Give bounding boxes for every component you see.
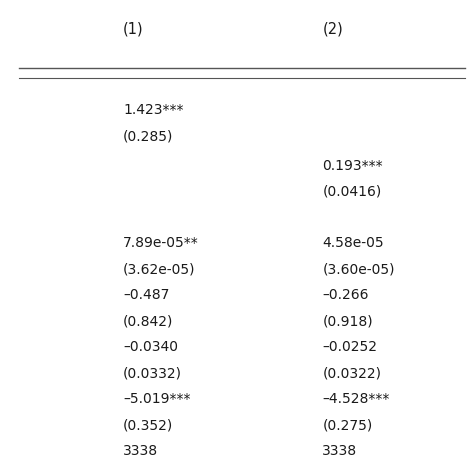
Text: –4.528***: –4.528***: [322, 392, 390, 406]
Text: –5.019***: –5.019***: [123, 392, 191, 406]
Text: (3.62e-05): (3.62e-05): [123, 263, 196, 276]
Text: (1): (1): [123, 22, 144, 36]
Text: (0.285): (0.285): [123, 129, 173, 143]
Text: 4.58e-05: 4.58e-05: [322, 237, 384, 250]
Text: –0.0340: –0.0340: [123, 340, 178, 355]
Text: 1.423***: 1.423***: [123, 103, 184, 118]
Text: –0.0252: –0.0252: [322, 340, 377, 355]
Text: (0.275): (0.275): [322, 418, 373, 432]
Text: (0.0416): (0.0416): [322, 184, 382, 199]
Text: (2): (2): [322, 22, 343, 36]
Text: 7.89e-05**: 7.89e-05**: [123, 237, 199, 250]
Text: 3338: 3338: [322, 444, 357, 458]
Text: –0.266: –0.266: [322, 289, 369, 302]
Text: (0.918): (0.918): [322, 314, 373, 328]
Text: (0.0332): (0.0332): [123, 366, 182, 380]
Text: (0.842): (0.842): [123, 314, 173, 328]
Text: (3.60e-05): (3.60e-05): [322, 263, 395, 276]
Text: (0.0322): (0.0322): [322, 366, 381, 380]
Text: –0.487: –0.487: [123, 289, 170, 302]
Text: (0.352): (0.352): [123, 418, 173, 432]
Text: 3338: 3338: [123, 444, 158, 458]
Text: 0.193***: 0.193***: [322, 159, 383, 173]
